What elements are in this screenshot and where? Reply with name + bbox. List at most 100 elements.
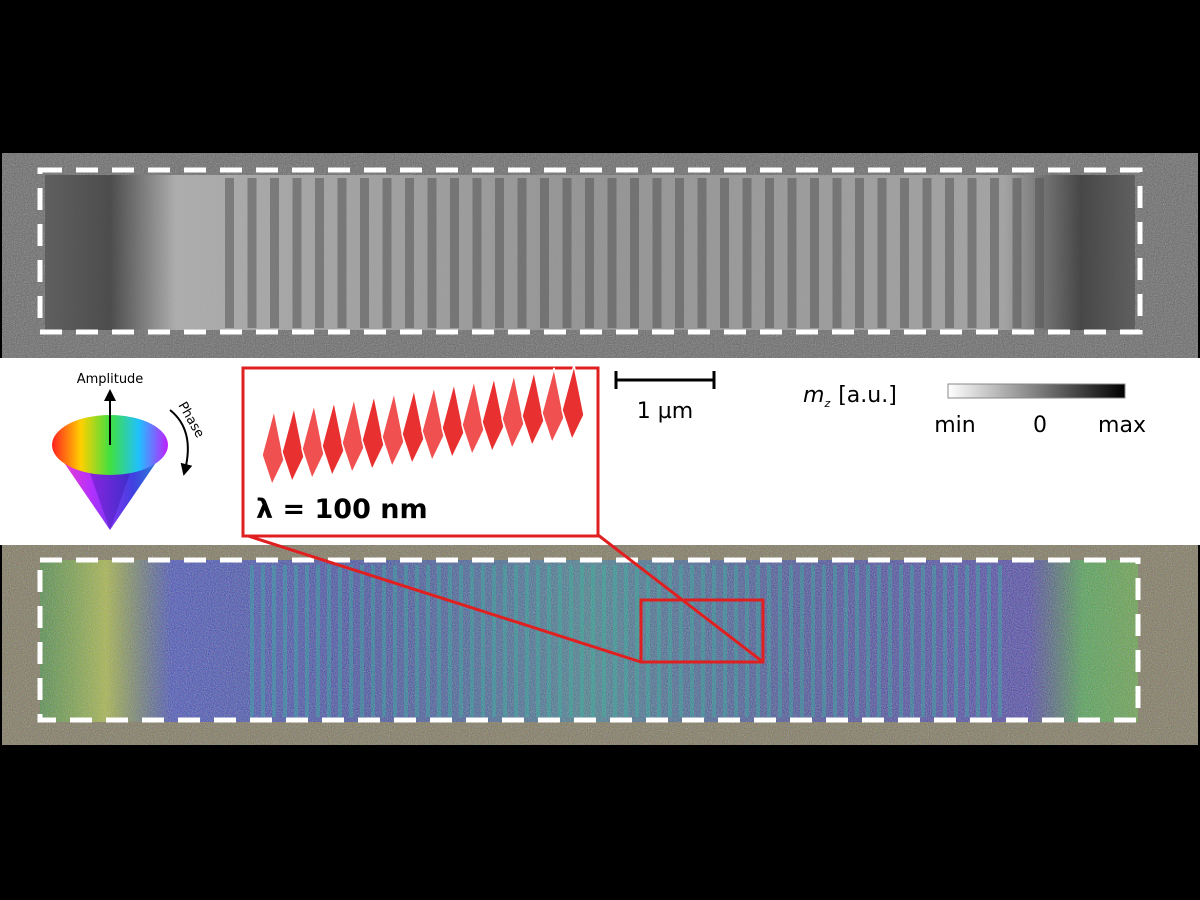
stripes: [250, 565, 1002, 717]
colorbar-title: mz [a.u.]: [803, 383, 897, 410]
stripe: [591, 565, 595, 717]
color-wire: [40, 560, 1138, 722]
stripe: [866, 565, 870, 717]
stripe: [292, 178, 302, 328]
stripe: [765, 178, 774, 328]
stripe: [272, 565, 276, 717]
stripe: [492, 565, 496, 717]
stripe: [657, 565, 661, 717]
stripe: [393, 565, 397, 717]
zoom-line: [244, 533, 642, 664]
colorbar-max: max: [1098, 413, 1146, 438]
scale-label: 1 µm: [637, 399, 693, 424]
stripe: [932, 565, 936, 717]
stripe: [954, 565, 958, 717]
stripe: [547, 565, 551, 717]
stripe: [910, 565, 914, 717]
stripe: [525, 565, 529, 717]
stripe: [437, 565, 441, 717]
stripe: [976, 565, 980, 717]
stripe: [1035, 178, 1044, 328]
stripe: [624, 565, 628, 717]
stripe: [270, 178, 279, 328]
colorbar-min: min: [934, 413, 976, 438]
stripe: [630, 178, 639, 328]
stripe: [360, 565, 364, 717]
stripe: [316, 565, 320, 717]
stripe: [855, 565, 859, 717]
stripe: [450, 178, 459, 328]
stripe: [495, 178, 504, 328]
stripe: [723, 565, 727, 717]
stripe: [514, 565, 518, 717]
stripe: [811, 565, 815, 717]
stripe: [426, 565, 430, 717]
stripe: [536, 565, 540, 717]
stripe: [585, 178, 594, 328]
stripe: [943, 565, 947, 717]
inset: λ = 100 nm: [241, 364, 600, 538]
stripe: [652, 178, 662, 328]
stripe: [900, 178, 909, 328]
stripe: [668, 565, 672, 717]
stripe: [745, 565, 749, 717]
stripe: [855, 178, 864, 328]
stripe: [679, 565, 683, 717]
stripe: [503, 565, 507, 717]
stripe: [990, 178, 999, 328]
stripe: [225, 178, 234, 328]
stripe: [756, 565, 760, 717]
stripe: [305, 565, 309, 717]
stripe: [540, 178, 549, 328]
stripe: [877, 565, 881, 717]
stripe: [250, 565, 254, 717]
stripe: [965, 565, 969, 717]
stripe: [459, 565, 463, 717]
stripe: [517, 178, 527, 328]
subscript: z: [823, 397, 830, 410]
stripe: [337, 178, 347, 328]
ridge: [561, 364, 585, 442]
stripe: [922, 178, 932, 328]
phase-cone: Amplitude Phase: [52, 372, 207, 530]
stripe: [800, 565, 804, 717]
stripe: [832, 178, 842, 328]
stripe: [888, 565, 892, 717]
stripe: [844, 565, 848, 717]
stripe: [778, 565, 782, 717]
dashed-outline: [37, 167, 1143, 335]
symbol: m: [803, 383, 824, 408]
stripe: [382, 565, 386, 717]
stripe: [822, 565, 826, 717]
stripe: [1012, 178, 1022, 328]
stripe: [247, 178, 257, 328]
unit: [a.u.]: [838, 383, 897, 408]
stripe: [349, 565, 353, 717]
stripe: [921, 565, 925, 717]
stripe: [404, 565, 408, 717]
bottom-panel: [2, 545, 1198, 745]
stripe: [787, 178, 797, 328]
stripe: [712, 565, 716, 717]
stripe: [562, 178, 572, 328]
amplitude-label: Amplitude: [77, 372, 144, 387]
stripe: [701, 565, 705, 717]
stripe: [613, 565, 617, 717]
stripe: [833, 565, 837, 717]
stripe: [877, 178, 887, 328]
stripe: [742, 178, 752, 328]
wavelength-label: λ = 100 nm: [256, 494, 428, 525]
stripe: [602, 565, 606, 717]
stripe: [338, 565, 342, 717]
stripe: [697, 178, 707, 328]
colorbar: mz [a.u.] min 0 max: [803, 383, 1146, 438]
stripe: [789, 565, 793, 717]
zoom-line: [597, 533, 764, 664]
stripes: [225, 178, 1044, 328]
colorbar-gradient: [947, 383, 1126, 399]
stripe: [987, 565, 991, 717]
stripe: [998, 565, 1002, 717]
stripe: [472, 178, 482, 328]
scale-bar: 1 µm: [614, 371, 716, 424]
